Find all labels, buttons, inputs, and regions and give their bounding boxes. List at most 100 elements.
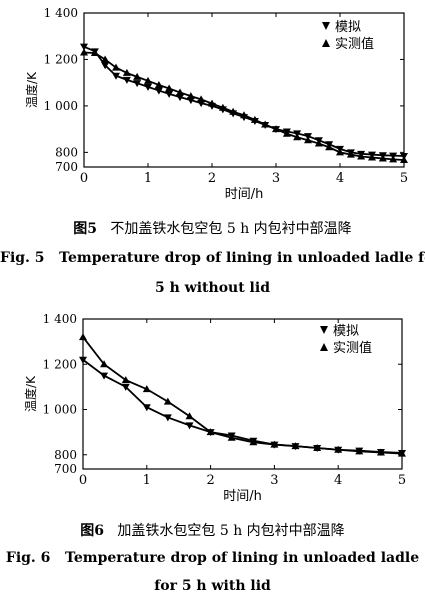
series-marker-1 <box>133 80 142 88</box>
series-marker-2 <box>334 445 343 453</box>
caption-fig6-en-num: Fig. 6 <box>5 550 51 566</box>
series-marker-2 <box>240 111 248 119</box>
y-tick-label: 1 000 <box>43 403 77 417</box>
series-marker-2 <box>291 442 300 450</box>
series-marker-1 <box>100 372 109 380</box>
figure-5: 0 1 2 3 4 5 1 400 1 200 1 000 800 700 时间/h 温度/K 模拟 实测值… <box>0 0 425 296</box>
series-marker-2 <box>165 84 174 92</box>
series-marker-2 <box>154 81 163 89</box>
y-axis-label: 温度/K <box>24 71 39 108</box>
series-marker-1 <box>79 356 87 364</box>
series-marker-2 <box>100 360 109 368</box>
series-marker-2 <box>293 133 302 141</box>
x-axis-label: 时间/h <box>223 489 262 504</box>
series-marker-2 <box>270 440 279 448</box>
series-marker-2 <box>227 433 236 441</box>
series-marker-2 <box>218 103 227 111</box>
series-marker-1 <box>121 383 130 391</box>
series-marker-2 <box>325 143 334 151</box>
y-tick-label: 800 <box>54 448 77 462</box>
x-tick-label: 4 <box>334 473 342 488</box>
series-marker-1 <box>101 62 110 70</box>
caption-fig5-en-line1: Fig. 5 Temperature drop of lining in unl… <box>0 250 425 266</box>
series-line-1 <box>83 45 405 157</box>
series-marker-2 <box>206 428 215 436</box>
series-marker-2 <box>336 148 344 156</box>
series-marker-2 <box>229 107 238 115</box>
series-marker-1 <box>176 94 184 102</box>
legend-label: 模拟 <box>335 20 361 35</box>
series-marker-1 <box>165 90 174 98</box>
caption-fig6-en-line1: Fig. 6 Temperature drop of lining in unl… <box>0 550 425 566</box>
series-marker-2 <box>378 154 387 162</box>
series-marker-1 <box>142 404 151 412</box>
series-marker-1 <box>80 43 88 51</box>
series-marker-2 <box>112 63 120 71</box>
caption-fig6-zh: 图6 加盖铁水包空包 5 h 内包衬中部温降 <box>0 520 425 540</box>
x-tick-label: 2 <box>206 473 214 488</box>
caption-fig6-en-line2: for 5 h with lid <box>154 578 271 594</box>
x-tick-label: 0 <box>79 473 87 488</box>
x-tick-label: 3 <box>270 473 278 488</box>
series-marker-2 <box>357 152 366 160</box>
x-tick-label: 2 <box>208 171 216 186</box>
series-line-1 <box>82 359 403 454</box>
series-marker-2 <box>355 447 364 455</box>
figure-6: 0 1 2 3 4 5 1 400 1 200 1 000 800 700 时间/h 温度/K 模拟 实测值… <box>0 308 425 594</box>
series-marker-2 <box>250 115 259 123</box>
series-marker-2 <box>346 150 355 158</box>
series-marker-2 <box>400 155 408 163</box>
series-marker-2 <box>185 412 194 420</box>
y-axis-label: 温度/K <box>23 375 38 412</box>
y-tick-label: 1 400 <box>44 6 78 20</box>
x-tick-label: 3 <box>272 171 280 186</box>
y-tick-label: 1 200 <box>44 52 78 66</box>
legend-marker <box>320 343 328 351</box>
caption-fig5-zh-text: 不加盖铁水包空包 5 h 内包衬中部温降 <box>110 221 352 237</box>
series-marker-2 <box>176 88 184 96</box>
x-tick-label: 5 <box>398 473 406 488</box>
y-tick-label: 700 <box>54 462 77 476</box>
y-tick-label: 700 <box>55 160 78 174</box>
legend-marker <box>320 326 328 334</box>
caption-fig5-en-num: Fig. 5 <box>0 250 45 266</box>
series-marker-2 <box>313 443 322 451</box>
series-marker-2 <box>282 129 291 137</box>
series-marker-1 <box>163 414 172 422</box>
series-marker-2 <box>376 448 385 456</box>
x-tick-label: 1 <box>143 473 151 488</box>
series-marker-2 <box>389 155 398 163</box>
series-marker-1 <box>154 87 163 95</box>
series-marker-2 <box>208 99 216 107</box>
caption-fig6-en-text: Temperature drop of lining in unloaded l… <box>65 550 420 566</box>
series-marker-2 <box>121 376 130 384</box>
x-tick-label: 0 <box>80 171 88 186</box>
plot-frame <box>83 12 405 168</box>
x-tick-label: 1 <box>144 171 152 186</box>
series-line-2 <box>82 336 403 455</box>
legend-label: 模拟 <box>333 324 359 339</box>
x-tick-label: 5 <box>400 171 408 186</box>
series-marker-2 <box>272 125 280 133</box>
series-line-2 <box>83 51 405 161</box>
series-marker-2 <box>133 72 142 80</box>
series-marker-1 <box>185 422 194 430</box>
series-marker-1 <box>112 72 120 80</box>
caption-fig5-en-text: Temperature drop of lining in unloaded l… <box>59 250 425 266</box>
series-marker-2 <box>398 449 406 457</box>
series-marker-2 <box>144 76 152 84</box>
y-tick-label: 800 <box>55 145 78 159</box>
caption-fig6-zh-text: 加盖铁水包空包 5 h 内包衬中部温降 <box>117 523 345 539</box>
legend-marker <box>322 39 330 47</box>
series-marker-2 <box>122 68 131 76</box>
caption-fig5-zh: 图5 不加盖铁水包空包 5 h 内包衬中部温降 <box>0 218 425 238</box>
y-tick-label: 1 000 <box>44 99 78 113</box>
caption-fig6-num: 图6 <box>80 523 105 539</box>
caption-fig5-num: 图5 <box>73 221 98 237</box>
series-marker-2 <box>90 48 99 56</box>
x-tick-label: 4 <box>336 171 344 186</box>
series-marker-2 <box>79 333 87 341</box>
y-tick-label: 1 200 <box>43 357 77 371</box>
